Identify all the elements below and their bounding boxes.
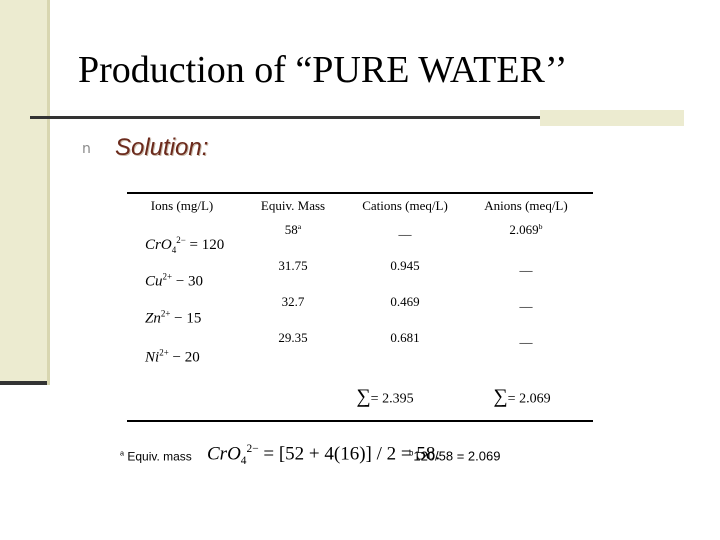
title-rule	[30, 116, 540, 119]
sum-symbol: ∑	[493, 385, 508, 408]
ion-base: Cu	[145, 273, 163, 290]
footnote-b: b120/58 = 2.069	[409, 448, 500, 463]
footnote-formula: CrO42− = [52 + 4(16)] / 2 = 58.	[207, 443, 440, 467]
ion-base: CrO	[145, 237, 172, 253]
anions-value: __	[519, 330, 533, 345]
ion-charge: 2−	[176, 235, 186, 245]
sum-value: = 2.395	[370, 391, 414, 407]
cations-value: __	[398, 222, 412, 237]
column-header: Equiv. Mass	[260, 198, 326, 213]
footnote-label: Equiv. mass	[127, 449, 192, 464]
column-header: Cations (meq/L)	[362, 198, 448, 213]
equiv-value: 58	[284, 222, 298, 238]
anions-value: __	[519, 294, 533, 309]
ion-cell: Zn2+ − 15	[145, 309, 201, 328]
cations-value: 0.681	[390, 330, 420, 345]
ion-charge: 2+	[160, 308, 171, 319]
anions-cell: 2.069b	[509, 222, 542, 238]
table-top-rule	[127, 192, 593, 194]
ion-base: Ni	[145, 349, 160, 366]
anions-value: __	[519, 258, 533, 273]
cations-cell: 0.469	[390, 294, 419, 310]
side-bar	[0, 0, 47, 385]
side-bar-edge	[47, 0, 50, 385]
ion-cell: CrO42− = 120	[145, 235, 224, 255]
ion-base: Zn	[145, 310, 161, 327]
cations-value: 0.945	[390, 258, 420, 273]
ion-cell: Cu2+ − 30	[145, 272, 203, 291]
anions-cell: __	[520, 258, 533, 274]
equiv-value: 29.35	[278, 330, 308, 345]
ion-amount: − 15	[174, 310, 202, 327]
cations-cell: 0.945	[390, 258, 419, 274]
note-marker: a	[297, 221, 302, 231]
sum-value: = 2.069	[507, 391, 551, 407]
side-bar-foot	[0, 381, 47, 385]
column-header: Anions (meq/L)	[484, 198, 568, 213]
cations-value: 0.469	[390, 294, 420, 309]
note-marker: b	[409, 448, 414, 458]
sum-anions: ∑= 2.069	[493, 386, 550, 409]
formula-charge: 2−	[246, 442, 259, 455]
cations-cell: __	[399, 222, 412, 238]
equiv-cell: 29.35	[278, 330, 307, 346]
equiv-cell: 32.7	[282, 294, 305, 310]
anions-cell: __	[520, 330, 533, 346]
formula-sub: 4	[240, 455, 247, 468]
formula-base: CrO	[207, 443, 241, 465]
column-header: Ions (mg/L)	[150, 198, 214, 213]
ion-amount: − 30	[175, 273, 204, 290]
ion-amount: − 20	[172, 349, 200, 366]
slide-title: Production of “PURE WATER’’	[78, 49, 568, 91]
sum-cations: ∑= 2.395	[356, 386, 413, 409]
ion-amount: = 120	[189, 237, 225, 253]
table-bottom-rule	[127, 420, 593, 422]
ion-sub: 4	[171, 245, 177, 255]
ion-charge: 2+	[162, 271, 173, 282]
ion-cell: Ni2+ − 20	[145, 348, 200, 367]
anions-value: 2.069	[509, 222, 539, 238]
bullet-text: Solution:	[115, 134, 209, 161]
cations-cell: 0.681	[390, 330, 419, 346]
ion-charge: 2+	[159, 347, 169, 358]
note-marker: a	[120, 448, 124, 458]
footnote-text: 120/58 = 2.069	[413, 448, 501, 464]
equiv-value: 32.7	[281, 294, 305, 309]
sum-symbol: ∑	[356, 385, 371, 408]
equiv-value: 31.75	[278, 258, 308, 273]
equiv-cell: 58a	[285, 222, 301, 238]
anions-cell: __	[520, 294, 533, 310]
note-marker: b	[538, 221, 543, 231]
bullet-marker: n	[82, 141, 91, 157]
footnote-a: a Equiv. mass	[120, 449, 192, 464]
title-rule-block	[540, 110, 684, 126]
equiv-cell: 31.75	[278, 258, 307, 274]
formula-rest: = [52 + 4(16)] / 2 = 58.	[263, 443, 441, 465]
